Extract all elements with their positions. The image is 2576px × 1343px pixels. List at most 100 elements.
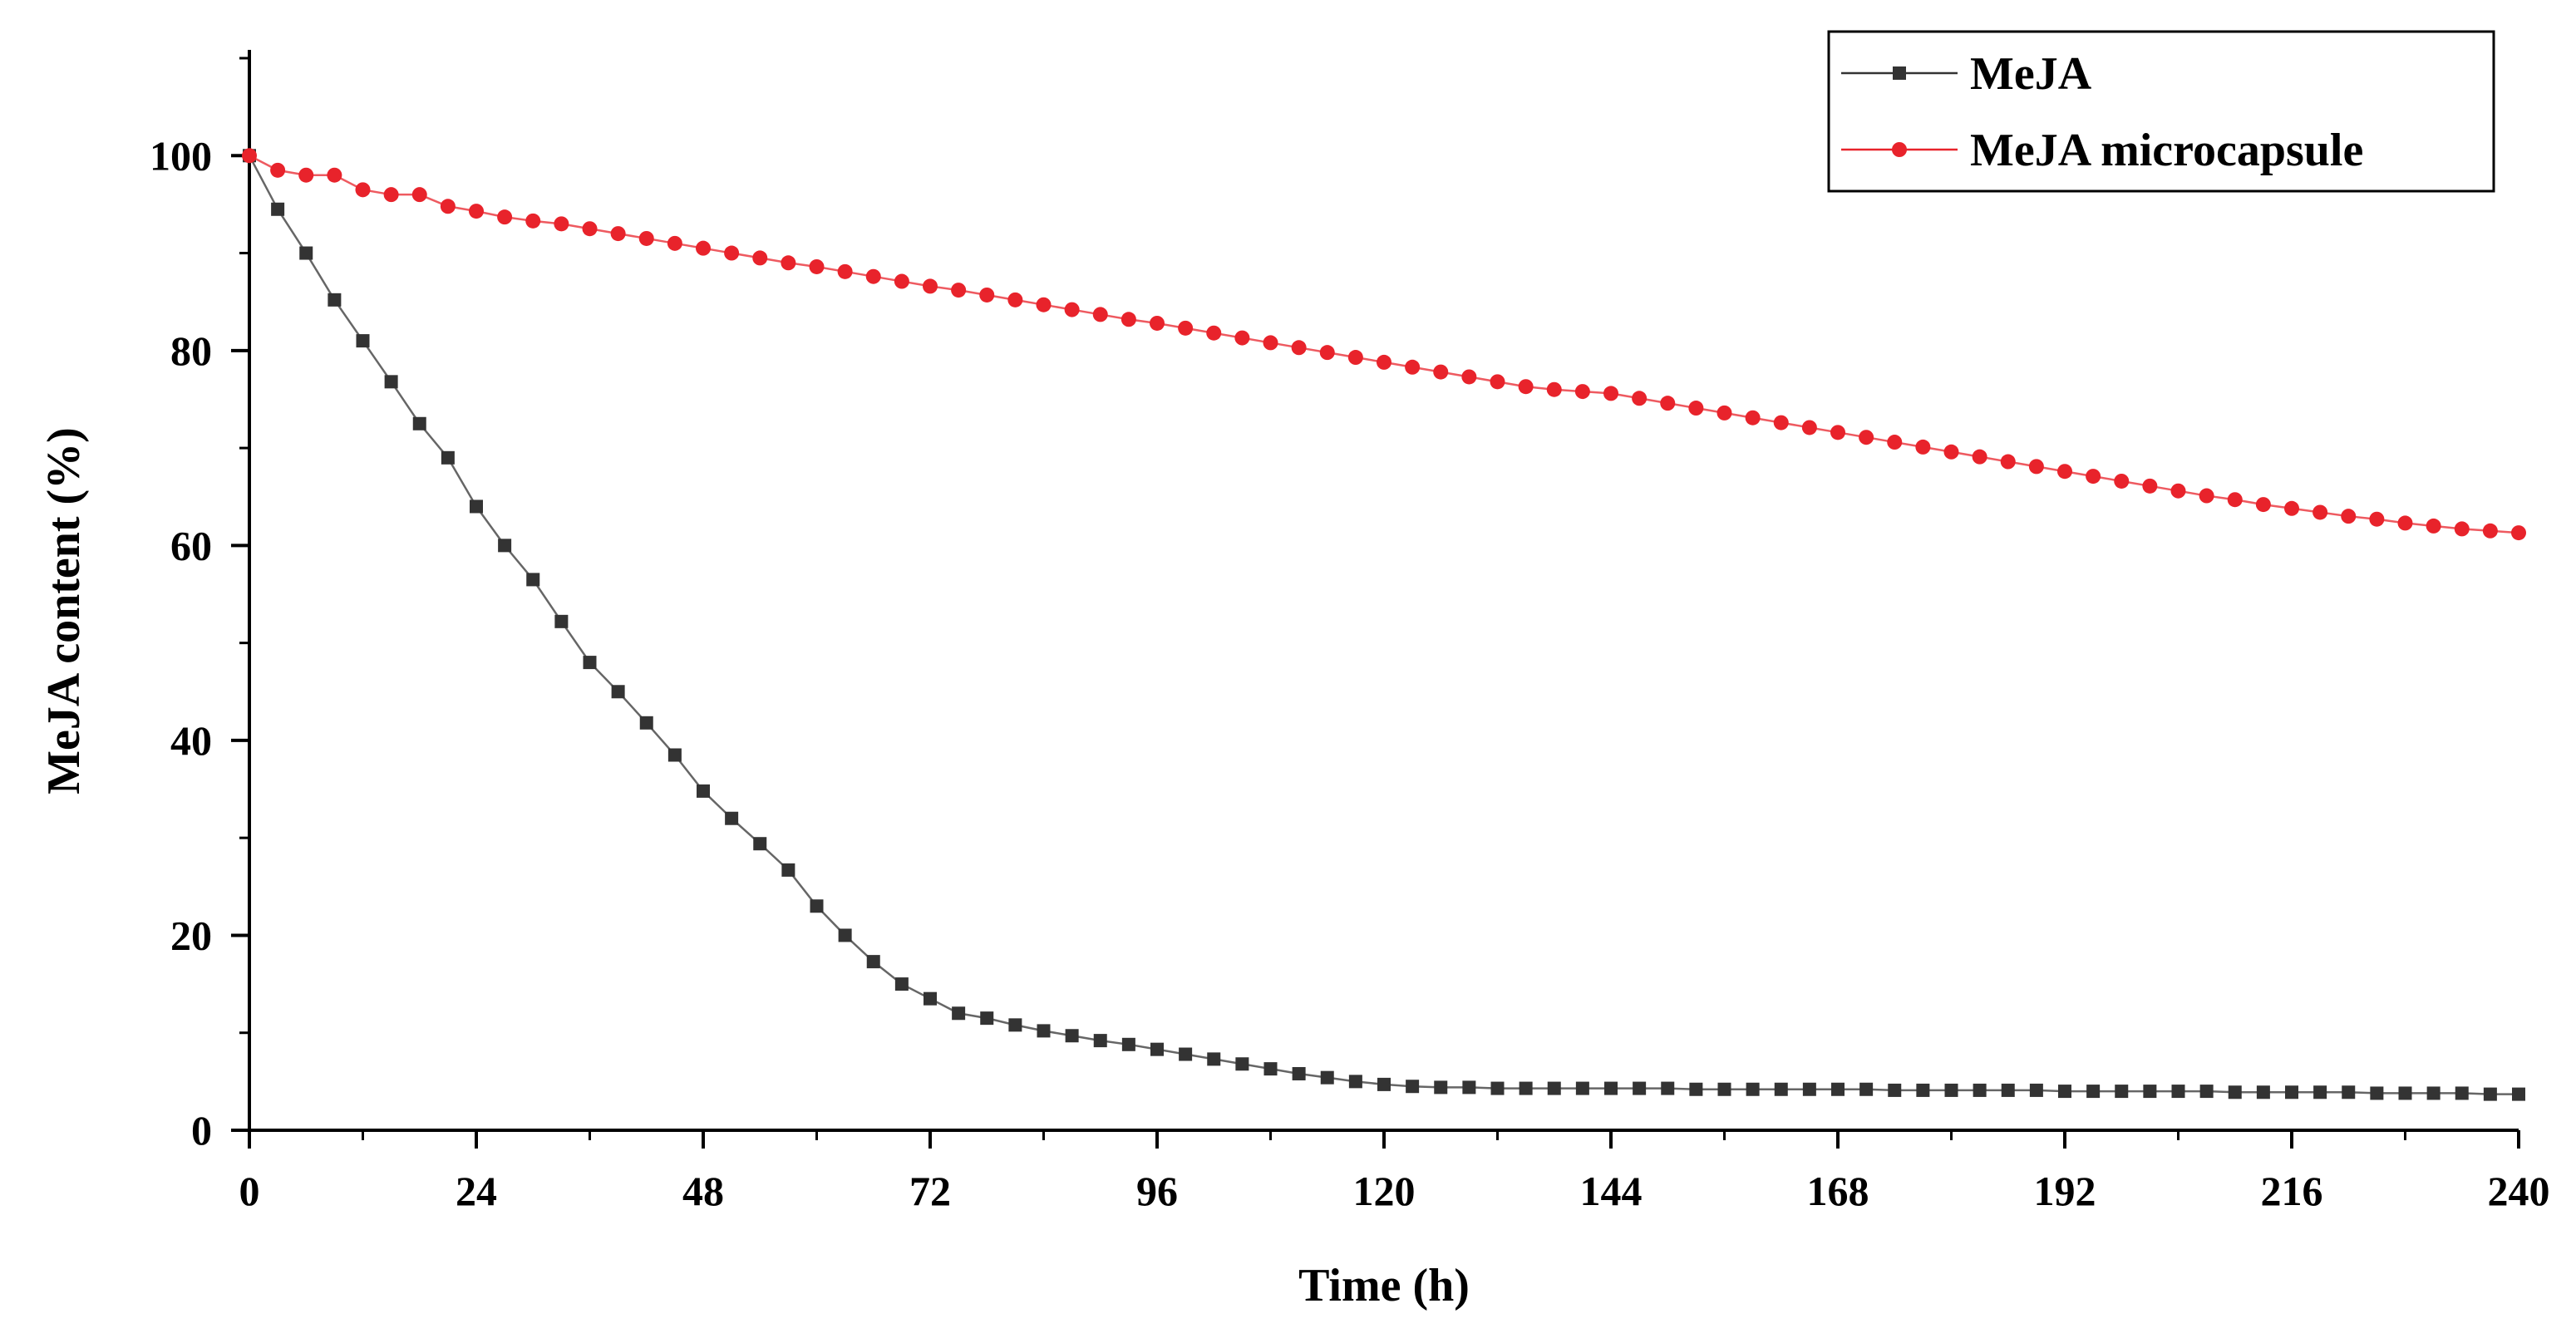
x-tick-label: 24 <box>456 1168 497 1214</box>
data-point <box>2086 469 2101 485</box>
data-point <box>667 748 682 762</box>
data-point <box>2426 518 2441 534</box>
data-point <box>1490 374 1505 390</box>
data-point <box>1859 430 1874 445</box>
data-point <box>1405 359 1421 375</box>
x-tick-label: 48 <box>682 1168 724 1214</box>
data-point <box>2057 464 2072 480</box>
data-point <box>951 283 967 298</box>
data-point <box>1406 1080 1420 1094</box>
data-point <box>1092 307 1108 322</box>
data-point <box>412 416 426 430</box>
data-point <box>441 450 455 465</box>
data-point <box>1319 345 1335 361</box>
data-point <box>327 167 342 183</box>
data-point <box>526 573 540 587</box>
legend-marker <box>1893 66 1906 80</box>
x-tick-label: 96 <box>1136 1168 1178 1214</box>
data-point <box>753 837 767 851</box>
data-point <box>1178 320 1194 336</box>
data-point <box>1717 405 1732 421</box>
data-point <box>242 148 257 164</box>
series-meja <box>243 149 2525 1101</box>
data-point <box>610 226 626 242</box>
data-point <box>1773 415 1789 430</box>
data-point <box>1546 381 1562 397</box>
data-point <box>2370 1086 2384 1100</box>
legend-label: MeJA microcapsule <box>1970 125 2363 176</box>
data-point <box>2512 1087 2525 1101</box>
data-point <box>1347 350 1363 366</box>
data-point <box>1093 1034 1107 1048</box>
data-point <box>980 1011 994 1026</box>
data-point <box>952 1006 966 1021</box>
data-point <box>2285 1085 2298 1099</box>
data-point <box>667 235 682 251</box>
data-point <box>2143 1085 2157 1099</box>
data-point <box>498 539 512 553</box>
data-point <box>2342 1085 2356 1099</box>
data-point <box>1037 1024 1051 1038</box>
data-point <box>1519 1081 1533 1095</box>
data-point <box>979 287 995 303</box>
data-point <box>1660 396 1676 411</box>
data-point <box>894 273 909 289</box>
x-axis-title: Time (h) <box>1298 1260 1470 1311</box>
data-point <box>554 614 569 628</box>
data-point <box>2199 488 2214 504</box>
data-point <box>1604 1081 1618 1095</box>
x-tick-label: 144 <box>1580 1168 1643 1214</box>
data-point <box>1007 292 1023 307</box>
data-point <box>838 928 852 942</box>
y-tick-label: 60 <box>170 522 212 568</box>
plot-series <box>242 148 2526 1101</box>
x-tick-label: 216 <box>2261 1168 2323 1214</box>
data-point <box>1915 439 1931 455</box>
data-point <box>1065 1029 1079 1043</box>
data-point <box>1830 425 1845 440</box>
data-point <box>497 209 513 225</box>
y-tick-label: 20 <box>170 912 212 958</box>
x-tick-label: 240 <box>2488 1168 2550 1214</box>
data-point <box>1263 335 1278 351</box>
data-point <box>1207 1052 1221 1066</box>
data-point <box>1291 340 1307 356</box>
data-point <box>1603 386 1618 401</box>
legend-label: MeJA <box>1970 48 2092 100</box>
data-point <box>1972 449 1987 465</box>
data-point <box>384 375 398 389</box>
data-point <box>1633 1081 1647 1095</box>
data-point <box>2001 1083 2015 1097</box>
data-point <box>1461 369 1477 385</box>
data-point <box>638 230 654 246</box>
data-point <box>725 811 739 825</box>
data-point <box>923 278 938 294</box>
y-tick-label: 0 <box>191 1107 212 1154</box>
data-point <box>1377 1077 1391 1091</box>
data-point <box>2171 1085 2185 1099</box>
data-point <box>2511 525 2526 541</box>
legend-marker <box>1892 142 1907 157</box>
data-point <box>470 499 483 514</box>
data-point <box>2454 521 2470 537</box>
data-point <box>2000 454 2016 470</box>
data-point <box>1234 330 1250 346</box>
data-point <box>583 656 597 670</box>
data-point <box>1547 1081 1561 1095</box>
data-point <box>2482 523 2498 539</box>
series-line <box>249 155 2519 534</box>
data-point <box>1575 1081 1589 1095</box>
data-point <box>1462 1080 1476 1095</box>
data-point <box>781 255 796 271</box>
data-point <box>2426 1086 2441 1100</box>
data-point <box>1320 1070 1334 1085</box>
data-point <box>440 199 456 214</box>
y-tick-label: 80 <box>170 327 212 374</box>
data-point <box>469 204 484 219</box>
data-point <box>1746 1082 1760 1096</box>
data-point <box>1801 420 1817 435</box>
data-point <box>2255 497 2271 513</box>
data-point <box>2228 1085 2242 1099</box>
data-point <box>1064 302 1080 317</box>
